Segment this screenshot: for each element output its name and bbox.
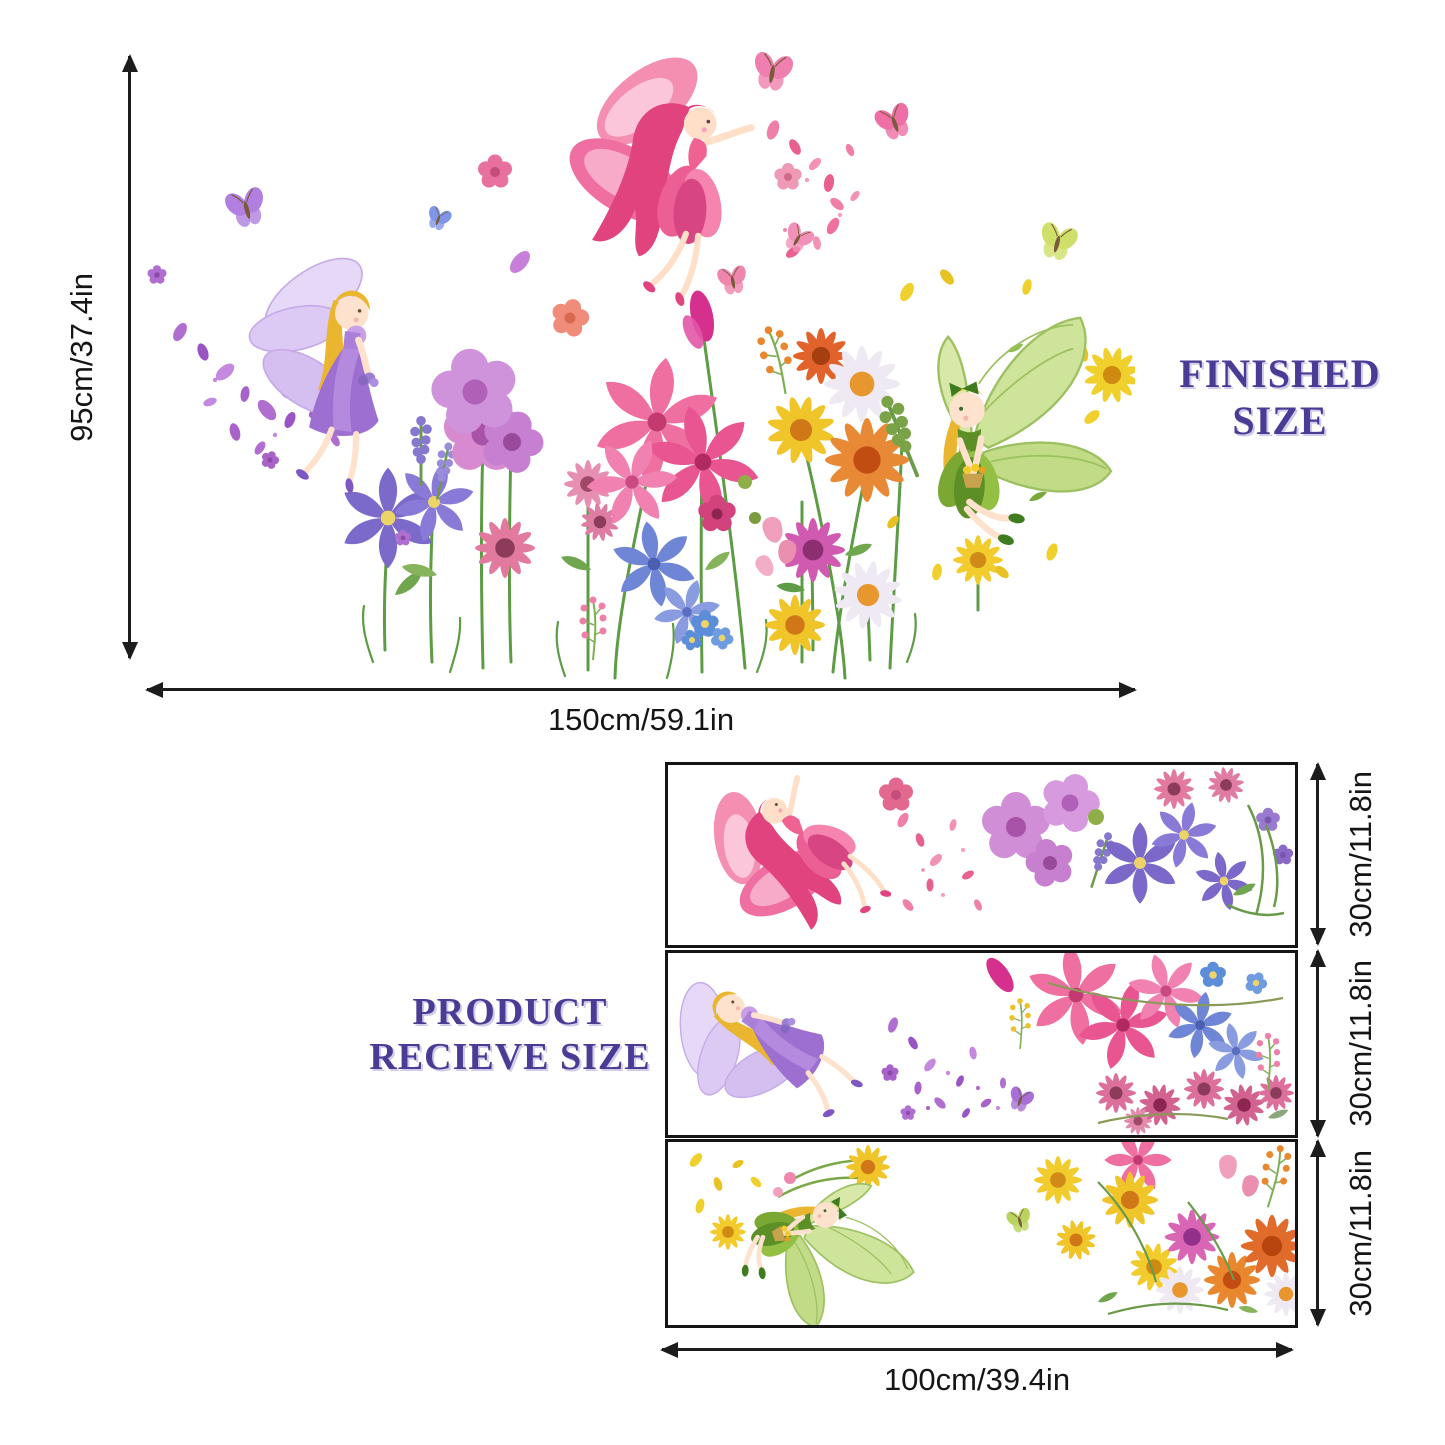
sheet3-daisies (1001, 1142, 1295, 1316)
pink-petal-trail (764, 118, 862, 261)
receive-size-title: PRODUCT RECIEVE SIZE (369, 991, 651, 1078)
finished-height-label-wrap: 95cm/37.4in (58, 56, 106, 658)
finished-height-arrow (121, 54, 138, 660)
sheet-art-3 (687, 1142, 1295, 1325)
sheet2-petals (881, 1015, 1039, 1120)
main-artwork-scene (147, 50, 1135, 680)
finished-width-label: 150cm/59.1in (547, 702, 735, 737)
sheet3-height-arrow (1309, 1139, 1326, 1327)
sheet3-top-stems (773, 1145, 890, 1199)
sheet3-height-label-wrap: 30cm/11.8in (1336, 1141, 1386, 1325)
sheet-panel-2 (665, 950, 1298, 1138)
sheet1-height-arrow (1309, 762, 1326, 946)
garden-flowers (147, 154, 1135, 661)
sheet3-green-fairy (723, 1169, 920, 1325)
finished-size-title: FINISHED SIZE (1179, 351, 1381, 444)
receive-width-label: 100cm/39.4in (883, 1362, 1071, 1397)
sheet2-height-label-wrap: 30cm/11.8in (1336, 951, 1386, 1136)
sheet1-height-label: 30cm/11.8in (1343, 770, 1378, 938)
sheet-art-2 (668, 953, 1294, 1135)
finished-width-arrow (145, 681, 1137, 698)
sheet-panel-3 (665, 1139, 1298, 1328)
sheet2-height-arrow (1309, 949, 1326, 1138)
sheet1-purple-flowers (982, 765, 1294, 917)
sheet1-height-label-wrap: 30cm/11.8in (1336, 764, 1386, 944)
sheet-art-1 (668, 765, 1294, 945)
sheet2-purple-fairy (668, 959, 875, 1135)
sheet2-pink-lilies (986, 953, 1294, 1135)
sheet-panel-1 (665, 762, 1298, 948)
pink-fairy-illustration (556, 50, 752, 307)
finished-height-label: 95cm/37.4in (64, 272, 99, 442)
green-fairy-illustration (930, 318, 1111, 547)
sheet1-petals (879, 777, 984, 913)
receive-width-arrow (660, 1341, 1294, 1358)
sheet2-height-label: 30cm/11.8in (1343, 960, 1378, 1127)
sheet3-height-label: 30cm/11.8in (1343, 1149, 1378, 1317)
